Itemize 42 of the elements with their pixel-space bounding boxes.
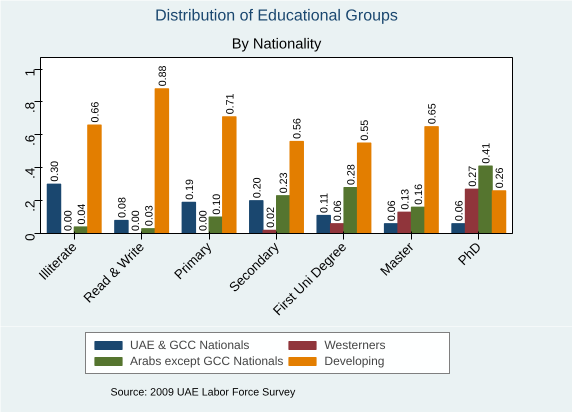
data-label: 0.41 bbox=[480, 142, 493, 164]
y-tick-label: 1 bbox=[22, 69, 38, 76]
data-label: 0.66 bbox=[89, 102, 102, 122]
data-label: 0.00 bbox=[197, 210, 210, 232]
data-label: 0.00 bbox=[62, 210, 74, 232]
legend-label: Developing bbox=[324, 354, 386, 368]
data-label: 0.71 bbox=[224, 93, 236, 114]
data-label: 0.06 bbox=[454, 200, 466, 222]
data-label: 0.02 bbox=[264, 206, 277, 228]
data-label: 0.06 bbox=[386, 200, 398, 222]
data-label: 0.65 bbox=[426, 103, 439, 124]
data-label: 0.19 bbox=[184, 178, 196, 200]
x-tick-label: PhD bbox=[455, 239, 484, 268]
chart-title: Distribution of Educational Groups bbox=[155, 8, 398, 24]
data-label: 0.88 bbox=[156, 65, 169, 86]
y-tick-label: .8 bbox=[22, 102, 38, 114]
chart-subtitle: By Nationality bbox=[232, 36, 322, 52]
data-label: 0.26 bbox=[494, 167, 506, 188]
data-label: 0.27 bbox=[467, 166, 480, 187]
data-label: 0.23 bbox=[278, 172, 290, 194]
data-label: 0.28 bbox=[346, 164, 358, 185]
legend-label: Arabs except GCC Nationals bbox=[130, 354, 284, 368]
data-label: 0.13 bbox=[400, 188, 412, 210]
legend-label: UAE & GCC Nationals bbox=[130, 338, 250, 352]
data-label: 0.20 bbox=[251, 177, 264, 198]
y-tick-label: 0 bbox=[22, 233, 38, 241]
data-label: 0.08 bbox=[116, 197, 128, 218]
data-label: 0.03 bbox=[143, 205, 156, 226]
data-label: 0.56 bbox=[292, 118, 304, 139]
data-label: 0.10 bbox=[210, 194, 223, 215]
y-tick-label: .2 bbox=[22, 200, 38, 212]
data-label: 0.06 bbox=[332, 200, 344, 222]
source-note: Source: 2009 UAE Labor Force Survey bbox=[110, 386, 296, 398]
data-label: 0.55 bbox=[359, 120, 372, 141]
y-tick-label: .4 bbox=[22, 167, 38, 179]
data-label: 0.04 bbox=[76, 204, 88, 224]
data-label: 0.16 bbox=[413, 184, 426, 205]
data-label: 0.11 bbox=[318, 192, 331, 213]
y-tick-label: .6 bbox=[22, 134, 38, 146]
data-label: 0.00 bbox=[130, 210, 142, 232]
legend-label: Westerners bbox=[324, 338, 387, 352]
data-label: 0.30 bbox=[48, 160, 61, 182]
